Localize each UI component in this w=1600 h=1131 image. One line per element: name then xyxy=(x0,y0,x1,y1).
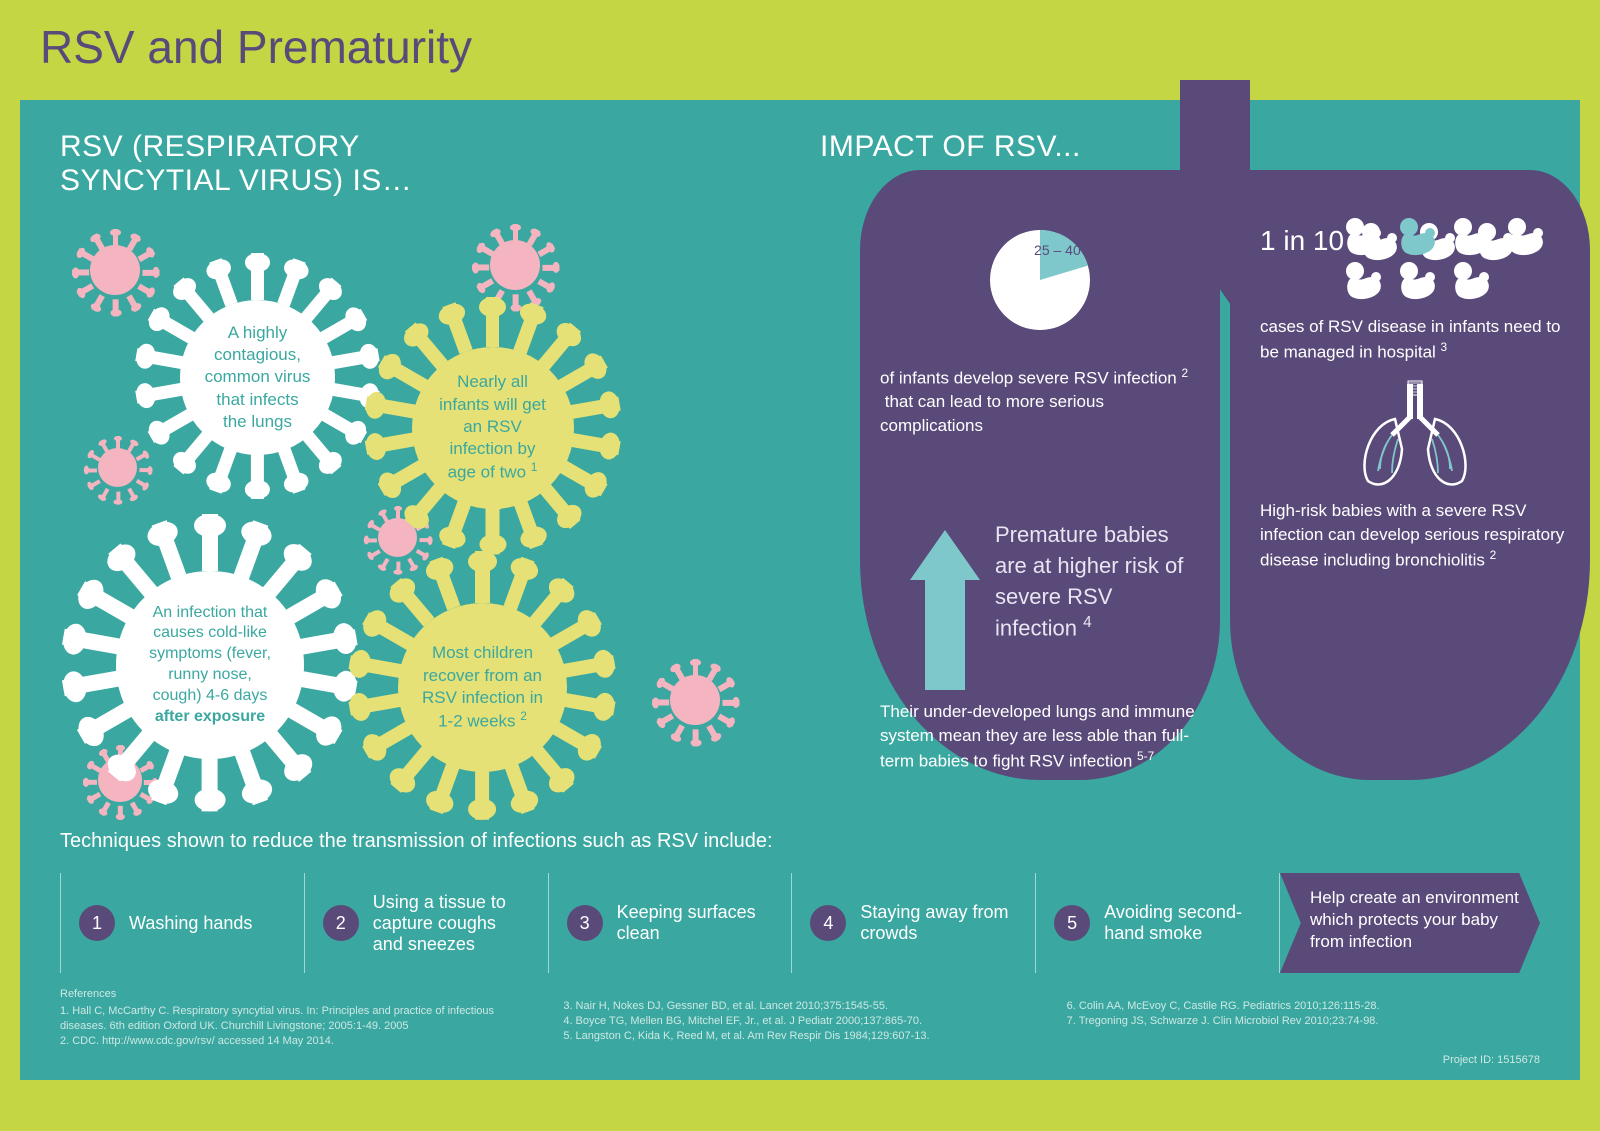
info-bubble-3: An infection that causes cold-like sympt… xyxy=(80,535,340,795)
main-panel: RSV (RESPIRATORY SYNCYTIAL VIRUS) IS… A … xyxy=(20,100,1580,1080)
reference-item: 2. CDC. http://www.cdc.gov/rsv/ accessed… xyxy=(60,1034,533,1049)
right-lung-fact2: High-risk babies with a severe RSV infec… xyxy=(1260,499,1570,572)
reference-item: 6. Colin AA, McEvoy C, Castile RG. Pedia… xyxy=(1067,999,1540,1014)
baby-icon xyxy=(1340,215,1386,257)
technique-number: 3 xyxy=(567,905,603,941)
technique-label: Avoiding second-hand smoke xyxy=(1104,902,1261,944)
virus-small-icon xyxy=(80,235,150,305)
baby-icon xyxy=(1448,215,1494,257)
virus-small-icon xyxy=(660,665,730,735)
left-heading-line2: SYNCYTIAL VIRUS) IS… xyxy=(60,164,760,198)
references-col-1: References 1. Hall C, McCarthy C. Respir… xyxy=(60,987,533,1068)
left-lung-content: 25 – 40% of infants develop severe RSV i… xyxy=(880,220,1210,438)
technique-label: Washing hands xyxy=(129,913,252,934)
reference-item: 1. Hall C, McCarthy C. Respiratory syncy… xyxy=(60,1004,533,1034)
technique-item-2: 2 Using a tissue to capture coughs and s… xyxy=(304,873,548,973)
reference-item: 5. Langston C, Kida K, Reed M, et al. Am… xyxy=(563,1029,1036,1044)
baby-icon xyxy=(1394,259,1440,301)
arrow-up-icon xyxy=(910,530,980,690)
left-heading: RSV (RESPIRATORY SYNCYTIAL VIRUS) IS… xyxy=(60,130,760,198)
baby-icon xyxy=(1502,215,1548,257)
info-bubble-4: Most children recover from an RSV infect… xyxy=(365,570,600,805)
techniques-section: Techniques shown to reduce the transmiss… xyxy=(20,810,1580,1080)
technique-label: Staying away from crowds xyxy=(860,902,1017,944)
left-heading-line1: RSV (RESPIRATORY xyxy=(60,130,760,164)
technique-label: Keeping surfaces clean xyxy=(617,902,774,944)
baby-icon xyxy=(1448,259,1494,301)
virus-small-icon xyxy=(480,230,550,300)
techniques-row: 1 Washing hands 2 Using a tissue to capt… xyxy=(60,873,1540,973)
baby-icon xyxy=(1340,259,1386,301)
pie-label: 25 – 40% xyxy=(1034,241,1093,261)
technique-callout: Help create an environment which protect… xyxy=(1280,873,1540,973)
technique-number: 2 xyxy=(323,905,359,941)
technique-number: 1 xyxy=(79,905,115,941)
references-col-2: 3. Nair H, Nokes DJ, Gessner BD, et al. … xyxy=(563,987,1036,1068)
bubble-4-text: Most children recover from an RSV infect… xyxy=(412,617,553,758)
left-lung-fact2: Their under-developed lungs and immune s… xyxy=(880,700,1200,773)
references-col-3: 6. Colin AA, McEvoy C, Castile RG. Pedia… xyxy=(1067,987,1540,1068)
technique-item-1: 1 Washing hands xyxy=(60,873,304,973)
technique-label: Using a tissue to capture coughs and sne… xyxy=(373,892,530,955)
page-title: RSV and Prematurity xyxy=(40,21,472,73)
techniques-heading: Techniques shown to reduce the transmiss… xyxy=(60,830,1540,853)
left-lung-fact1: of infants develop severe RSV infection … xyxy=(880,365,1210,438)
pie-virus-icon: 25 – 40% xyxy=(970,210,1110,350)
baby-icon xyxy=(1394,215,1440,257)
right-lung-content: 1 in 10 xyxy=(1260,220,1570,572)
technique-item-4: 4 Staying away from crowds xyxy=(791,873,1035,973)
technique-item-3: 3 Keeping surfaces clean xyxy=(548,873,792,973)
reference-item: 4. Boyce TG, Mellen BG, Mitchel EF, Jr.,… xyxy=(563,1014,1036,1029)
references-heading: References xyxy=(60,987,533,1002)
bubble-3-text: An infection that causes cold-like sympt… xyxy=(132,587,288,743)
stat-1-in-10: 1 in 10 xyxy=(1260,221,1344,260)
project-id: Project ID: 1515678 xyxy=(1067,1053,1540,1068)
info-bubble-2: Nearly all infants will get an RSV infec… xyxy=(380,315,605,540)
technique-item-5: 5 Avoiding second-hand smoke xyxy=(1035,873,1280,973)
lungs-diagram: 25 – 40% of infants develop severe RSV i… xyxy=(850,80,1600,800)
lungs-small-icon xyxy=(1350,379,1480,489)
technique-number: 5 xyxy=(1054,905,1090,941)
technique-number: 4 xyxy=(810,905,846,941)
reference-item: 3. Nair H, Nokes DJ, Gessner BD, et al. … xyxy=(563,999,1036,1014)
bubble-1-text: A highly contagious, common virus that i… xyxy=(193,313,322,442)
right-lung-fact1: cases of RSV disease in infants need to … xyxy=(1260,315,1570,364)
virus-small-icon xyxy=(90,440,145,495)
info-bubble-1: A highly contagious, common virus that i… xyxy=(150,270,365,485)
reference-item: 7. Tregoning JS, Schwarze J. Clin Microb… xyxy=(1067,1014,1540,1029)
references: References 1. Hall C, McCarthy C. Respir… xyxy=(60,987,1540,1068)
bubble-2-text: Nearly all infants will get an RSV infec… xyxy=(425,360,560,495)
premature-heading: Premature babies are at higher risk of s… xyxy=(995,520,1195,645)
